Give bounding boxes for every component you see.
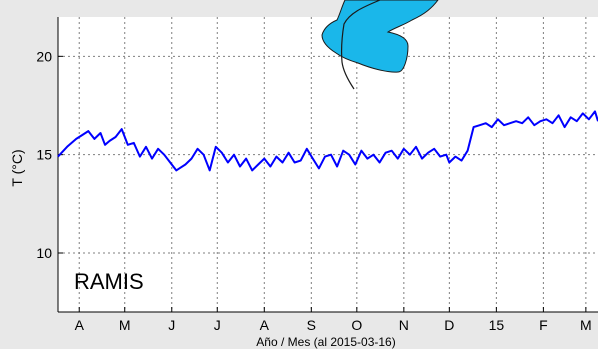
x-tick-label: A [75, 317, 85, 333]
y-tick-label: 15 [36, 147, 52, 163]
x-tick-label: M [580, 317, 592, 333]
axes: 10 15 20 A M J J A S O N D 15 F M [36, 17, 598, 333]
ramis-annotation: RAMIS [74, 269, 144, 294]
lake-shape [321, 0, 439, 73]
temperature-series-line [57, 110, 598, 172]
x-axis-label: Año / Mes (al 2015-03-16) [256, 335, 395, 349]
x-tick-label: 15 [489, 317, 505, 333]
x-tick-label: J [168, 317, 175, 333]
x-tick-label: N [399, 317, 409, 333]
y-tick-label: 20 [36, 48, 52, 64]
y-tick-label: 10 [36, 245, 52, 261]
x-tick-label: F [539, 317, 548, 333]
x-tick-label: S [307, 317, 316, 333]
x-tick-label: D [444, 317, 454, 333]
region-map-logo [321, 0, 439, 90]
y-axis-label: T (°C) [9, 149, 25, 186]
x-tick-label: A [260, 317, 270, 333]
river-line [341, 0, 381, 90]
x-tick-label: O [351, 317, 362, 333]
plot-area [58, 17, 598, 312]
x-tick-label: J [214, 317, 221, 333]
x-tick-label: M [119, 317, 131, 333]
